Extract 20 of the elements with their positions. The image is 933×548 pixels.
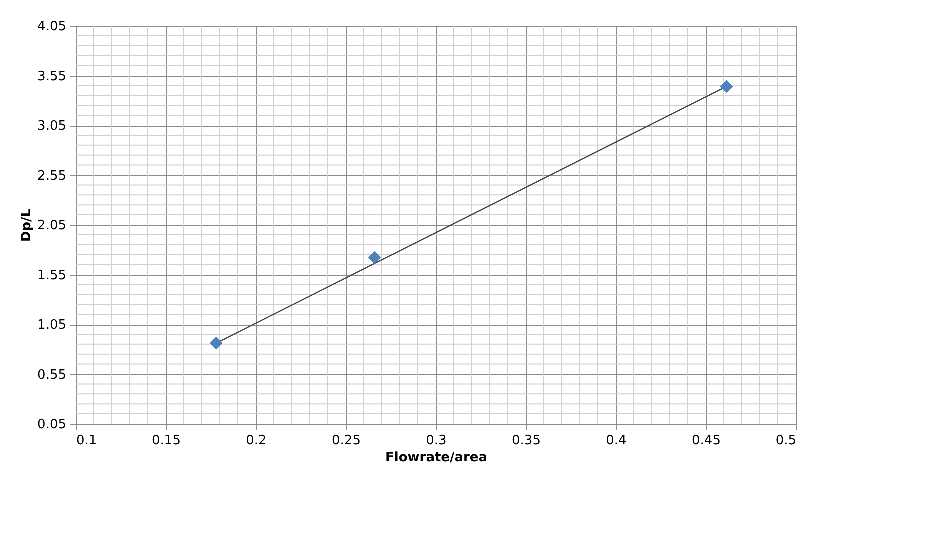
x-tick-label: 0.15 (152, 434, 181, 448)
x-tick-label: 0.4 (606, 434, 627, 448)
x-tick-label: 0.35 (512, 434, 541, 448)
y-tick-label: 2.55 (38, 168, 66, 184)
y-axis-title: Dp/L (20, 208, 35, 242)
y-tick-label: 1.55 (38, 268, 66, 284)
x-tick-label: 0.25 (332, 434, 361, 448)
y-tick-label: 4.05 (38, 20, 66, 34)
x-tick-label: 0.45 (692, 434, 721, 448)
x-axis-title: Flowrate/area (385, 450, 488, 466)
x-tick-label: 0.2 (246, 434, 267, 448)
y-tick-label: 0.55 (38, 368, 66, 383)
y-tick-label: 0.05 (38, 418, 66, 432)
y-tick-label: 1.05 (38, 318, 66, 333)
x-tick-label: 0.1 (76, 434, 98, 448)
y-tick-label: 2.05 (38, 218, 66, 234)
y-tick-label: 3.05 (38, 119, 66, 134)
x-tick-label: 0.5 (776, 434, 796, 448)
x-tick-label: 0.3 (426, 434, 447, 448)
y-tick-label: 3.55 (38, 69, 66, 84)
